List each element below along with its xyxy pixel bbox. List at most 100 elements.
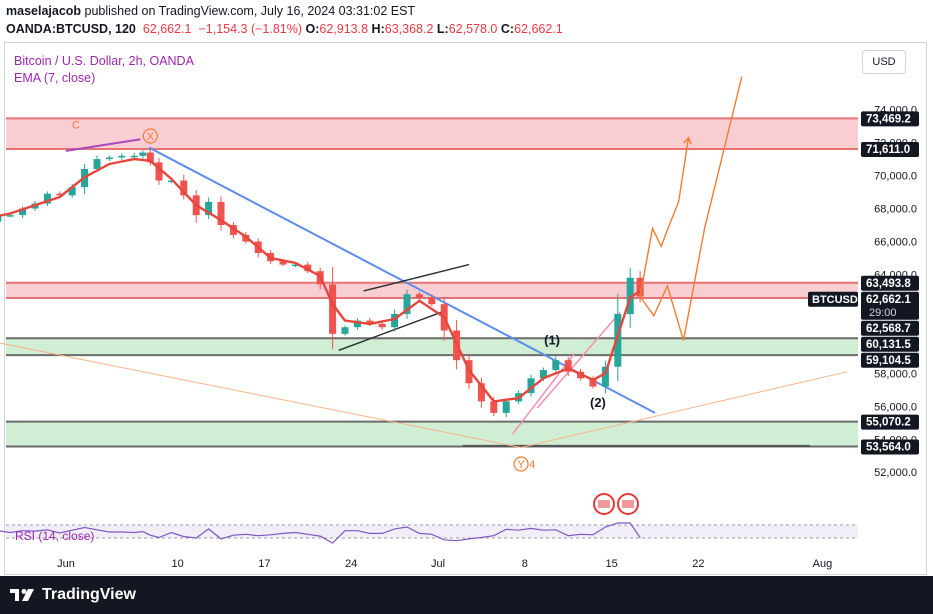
currency-button[interactable]: USD (862, 50, 906, 74)
candle-body (93, 159, 101, 169)
wave-label: 4 (529, 459, 535, 471)
candle-body (242, 234, 250, 242)
candle-body (130, 155, 138, 158)
fib-line-6 (520, 371, 848, 448)
support-zone-2 (6, 338, 858, 356)
rsi-legend: RSI (14, close) (15, 529, 94, 543)
candle-body (403, 294, 411, 315)
low-value: 62,578.0 (448, 22, 498, 36)
candle-body (477, 383, 485, 402)
candle-body (502, 401, 510, 413)
price-label-bg (861, 142, 919, 158)
candle-body (43, 193, 51, 204)
ema-line (0, 157, 641, 403)
price-label-bg (861, 336, 919, 352)
candle-body (490, 401, 498, 413)
resistance-zone-0 (6, 118, 858, 150)
candle-body (217, 201, 225, 226)
price-label: 71,611.0 (866, 144, 910, 156)
x-tick-label: Aug (813, 558, 833, 570)
high-value: 63,368.2 (384, 22, 434, 36)
projection-arrowhead (683, 136, 692, 145)
price-label-bg (861, 352, 919, 368)
symbol-tag: BTCUSD (812, 294, 858, 306)
price-label: 59,104.5 (866, 355, 911, 367)
us-flag-icon-stripes (598, 500, 610, 508)
y-tick-label: 52,000.0 (874, 467, 917, 479)
y-tick-label: 58,000.0 (874, 368, 917, 380)
open-label: O: (305, 22, 320, 36)
candle-body (378, 323, 386, 328)
channel-line-2 (363, 263, 470, 292)
candle-body (601, 366, 609, 387)
candle-body (304, 264, 312, 272)
candle-body (118, 155, 126, 158)
candle-body (636, 277, 644, 297)
price-label-bg (861, 320, 919, 336)
wave-label: (1) (544, 332, 560, 347)
wave-label-circle (142, 128, 158, 144)
resistance-zone-1 (6, 282, 858, 299)
price-change: −1,154.3 (−1.81%) (198, 22, 303, 36)
candle-body (291, 264, 299, 267)
y-tick-label: 68,000.0 (874, 204, 917, 216)
candle-body (205, 201, 213, 216)
publisher-name: maselajacob (6, 4, 82, 18)
last-price: 62,662.1 (142, 22, 192, 36)
projection-path-1 (639, 76, 743, 341)
us-flag-icon-stripes (622, 500, 634, 508)
high-label: H: (371, 22, 385, 36)
candle-body (527, 378, 535, 394)
candle-body (180, 180, 188, 196)
tradingview-logo[interactable]: TradingView (10, 586, 136, 604)
y-tick-label: 66,000.0 (874, 237, 917, 249)
y-tick-label: 56,000.0 (874, 401, 917, 413)
x-tick-label: 24 (345, 558, 357, 570)
price-label: 62,662.1 (866, 294, 911, 306)
x-tick-label: 10 (171, 558, 183, 570)
publish-date: published on TradingView.com, July 16, 2… (81, 4, 416, 18)
rsi-band (6, 525, 858, 538)
candle-body (0, 215, 2, 222)
candle-body (68, 187, 76, 196)
projection-path-0 (639, 137, 690, 297)
candle-body (614, 314, 622, 367)
price-label: 60,131.5 (866, 339, 911, 351)
footer-bar: TradingView (0, 576, 933, 614)
wave-label: C (72, 119, 80, 131)
candle-body (391, 314, 399, 328)
price-label: 73,469.2 (866, 113, 911, 125)
x-tick-label: 17 (258, 558, 270, 570)
x-tick-label: 8 (522, 558, 528, 570)
price-label: 53,564.0 (866, 441, 911, 453)
candle-body (539, 370, 547, 379)
countdown-label: 29:00 (869, 307, 897, 319)
tradingview-logo-icon (10, 589, 34, 601)
wave-label: (2) (590, 395, 606, 410)
candle-body (564, 360, 572, 372)
ema-legend[interactable]: EMA (7, close) (14, 71, 96, 85)
fib-line-5 (0, 342, 522, 448)
candle-body (366, 320, 374, 324)
x-tick-label: 22 (692, 558, 704, 570)
price-label: 62,568.7 (866, 323, 911, 335)
candle-body (19, 208, 27, 216)
candle-body (229, 225, 237, 235)
price-label: 63,493.8 (866, 278, 911, 290)
brand-name: TradingView (42, 586, 136, 603)
candle-body (341, 327, 349, 334)
x-tick-label: Jun (57, 558, 75, 570)
price-label-bg (861, 275, 919, 291)
close-value: 62,662.1 (514, 22, 563, 36)
wave-label-circle (513, 456, 529, 472)
candle-body (139, 152, 147, 156)
candle-body (329, 284, 337, 334)
candle-body (279, 261, 287, 265)
ohlc-line: OANDA:BTCUSD, 120 62,662.1 −1,154.3 (−1.… (6, 22, 563, 36)
price-label: 55,070.2 (866, 417, 911, 429)
candle-body (155, 162, 163, 181)
candle-body (167, 180, 175, 183)
candle-body (56, 193, 64, 196)
pink-line-8 (536, 311, 621, 409)
